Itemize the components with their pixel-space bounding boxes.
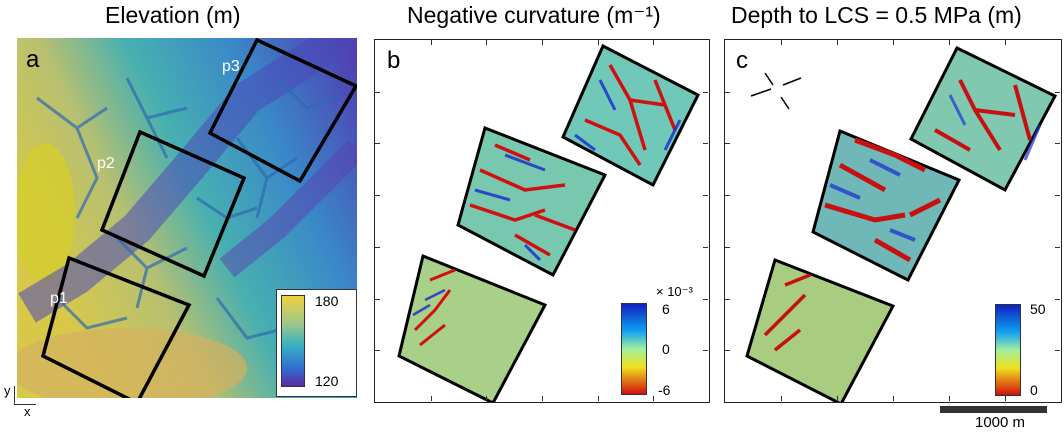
lowland-warm xyxy=(17,328,247,398)
frame-tick xyxy=(375,195,380,196)
curvature-tile-p2 xyxy=(456,125,608,278)
curvature-colorbar xyxy=(621,303,647,395)
patch-box-p1 xyxy=(40,255,192,398)
frame-tick xyxy=(725,92,730,93)
frame-tick xyxy=(725,143,730,144)
panel-a-title: Elevation (m) xyxy=(105,2,241,28)
panel-b-letter: b xyxy=(387,47,401,74)
y-axis-label: y xyxy=(4,383,11,398)
frame-tick xyxy=(837,396,838,401)
main-valley xyxy=(18,38,357,323)
frame-tick xyxy=(725,299,730,300)
depth-tile-p1 xyxy=(745,258,896,402)
scalebar-label: 1000 m xyxy=(975,414,1026,431)
frame-tick xyxy=(375,92,380,93)
frame-tick xyxy=(431,396,432,401)
frame-tick xyxy=(781,40,782,45)
panel-c-letter: c xyxy=(736,47,748,74)
curvature-colorbar-exponent: × 10⁻³ xyxy=(656,284,693,299)
curvature-tile-p1 xyxy=(397,253,548,402)
frame-tick xyxy=(1005,396,1006,401)
depth-colorbar xyxy=(995,304,1021,396)
frame-tick xyxy=(542,40,543,45)
panel-a-letter: a xyxy=(26,46,40,73)
frame-tick xyxy=(375,299,380,300)
patch-box-p2 xyxy=(99,129,247,279)
frame-tick xyxy=(542,396,543,401)
x-axis-line xyxy=(14,404,36,405)
patch-label-p2: p2 xyxy=(97,155,115,172)
frame-tick xyxy=(703,247,708,248)
frame-tick xyxy=(375,143,380,144)
frame-tick xyxy=(703,143,708,144)
frame-tick xyxy=(1055,299,1060,300)
compression-arrows-icon xyxy=(750,72,802,110)
frame-tick xyxy=(837,40,838,45)
frame-tick xyxy=(486,396,487,401)
curvature-colorbar-max: 6 xyxy=(662,301,670,317)
panel-b: b × 10⁻³ 6 0 -6 xyxy=(374,39,710,403)
frame-tick xyxy=(949,396,950,401)
frame-tick xyxy=(1055,143,1060,144)
panel-c: c 50 0 xyxy=(724,39,1062,403)
frame-tick xyxy=(725,350,730,351)
elevation-colorbar-max: 180 xyxy=(315,293,339,309)
patch-label-p1: p1 xyxy=(50,290,68,307)
frame-tick xyxy=(598,396,599,401)
panel-a: a p1 p2 p3 180 120 xyxy=(17,38,357,398)
frame-tick xyxy=(725,195,730,196)
frame-tick xyxy=(598,40,599,45)
frame-tick xyxy=(1055,350,1060,351)
x-axis-label: x xyxy=(24,404,31,419)
curvature-tile-p3 xyxy=(561,43,701,188)
y-axis-line xyxy=(14,386,15,405)
frame-tick xyxy=(949,40,950,45)
frame-tick xyxy=(703,92,708,93)
patch-box-p3 xyxy=(207,38,357,184)
panel-b-title: Negative curvature (m⁻¹) xyxy=(407,2,661,28)
depth-colorbar-max: 50 xyxy=(1030,301,1046,317)
curvature-colorbar-min: -6 xyxy=(658,382,671,398)
depth-tile-p3 xyxy=(909,46,1058,193)
frame-tick xyxy=(893,40,894,45)
depth-map xyxy=(745,46,1058,402)
curvature-colorbar-mid: 0 xyxy=(662,341,670,357)
panel-c-title: Depth to LCS = 0.5 MPa (m) xyxy=(731,2,1022,28)
curvature-map xyxy=(397,43,701,402)
plateau-area xyxy=(17,143,75,283)
scalebar xyxy=(940,406,1047,413)
elevation-colorbar xyxy=(281,295,305,387)
frame-tick xyxy=(1055,195,1060,196)
elevation-map xyxy=(17,38,357,398)
secondary-valley xyxy=(219,139,357,278)
frame-tick xyxy=(703,299,708,300)
frame-tick xyxy=(1055,92,1060,93)
elevation-colorbar-min: 120 xyxy=(315,373,339,389)
patch-boxes xyxy=(40,38,357,398)
frame-tick xyxy=(893,396,894,401)
frame-tick xyxy=(375,350,380,351)
frame-tick xyxy=(653,396,654,401)
frame-tick xyxy=(725,247,730,248)
frame-tick xyxy=(653,40,654,45)
frame-tick xyxy=(375,247,380,248)
frame-tick xyxy=(703,350,708,351)
frame-tick xyxy=(431,40,432,45)
depth-colorbar-min: 0 xyxy=(1030,382,1038,398)
patch-label-p3: p3 xyxy=(222,58,240,75)
frame-tick xyxy=(486,40,487,45)
frame-tick xyxy=(781,396,782,401)
frame-tick xyxy=(1055,247,1060,248)
depth-tile-p2 xyxy=(811,128,962,283)
frame-tick xyxy=(703,195,708,196)
frame-tick xyxy=(1005,40,1006,45)
